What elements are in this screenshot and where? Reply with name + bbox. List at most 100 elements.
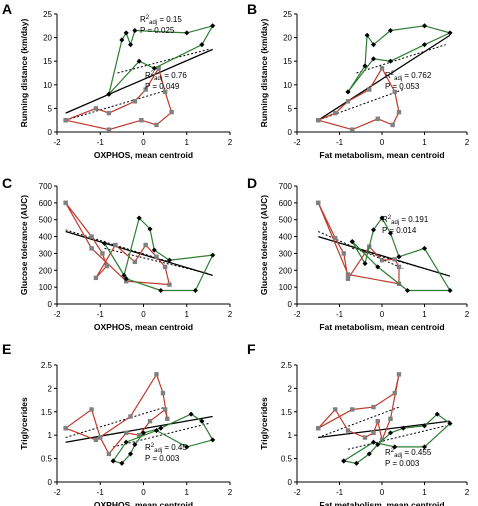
data-point-diamond <box>400 425 406 431</box>
data-point-diamond <box>184 444 190 450</box>
y-tick-label: 100 <box>39 283 53 292</box>
data-point-diamond <box>188 411 194 417</box>
x-axis-label: OXPHOS, mean centroid <box>94 322 193 332</box>
data-point-square <box>154 372 159 377</box>
series-red-line <box>317 374 400 442</box>
data-point-diamond <box>434 411 440 417</box>
y-axis-label: Running distance (km/day) <box>259 19 269 128</box>
y-tick-label: 300 <box>279 249 293 258</box>
y-tick-label: 25 <box>43 10 52 19</box>
y-tick-label: 2.5 <box>281 361 293 370</box>
y-tick-label: 5 <box>288 104 293 113</box>
data-point-diamond <box>375 442 381 448</box>
y-tick-label: 1.5 <box>41 408 53 417</box>
y-axis-label: Running distance (km/day) <box>19 19 29 128</box>
y-tick-label: 0 <box>48 300 53 309</box>
data-point-diamond <box>362 260 368 267</box>
data-point-square <box>388 416 393 422</box>
y-tick-label: 700 <box>279 182 293 191</box>
data-point-square <box>316 200 321 206</box>
x-tick-label: -1 <box>97 310 105 319</box>
p-value-annotation: P = 0.003 <box>145 454 180 463</box>
data-point-diamond <box>132 27 138 34</box>
x-axis-label: Fat metabolism, mean centroid <box>319 500 444 506</box>
x-tick-label: 2 <box>465 310 470 319</box>
r2-annotation: R2adj = 0.76 <box>145 71 187 82</box>
x-tick-label: 0 <box>141 310 146 319</box>
panel-letter: E <box>2 341 11 357</box>
data-point-diamond <box>136 215 142 221</box>
data-point-square <box>392 89 397 95</box>
data-point-square <box>375 418 380 424</box>
data-point-square <box>139 118 144 123</box>
y-tick-label: 200 <box>279 266 293 275</box>
panel-letter: F <box>247 341 256 357</box>
data-point-diamond <box>341 458 347 464</box>
x-tick-label: 1 <box>422 488 427 497</box>
data-point-square <box>93 106 99 111</box>
data-point-square <box>350 127 355 132</box>
data-point-square <box>379 437 385 443</box>
y-tick-label: 10 <box>283 81 292 90</box>
data-point-diamond <box>123 30 129 36</box>
panel-letter: A <box>2 1 12 17</box>
overall-fit-line <box>65 230 213 276</box>
data-point-diamond <box>119 37 125 43</box>
y-tick-label: 0 <box>48 128 53 137</box>
data-point-square <box>333 236 338 241</box>
data-point-diamond <box>387 430 394 436</box>
y-tick-label: 15 <box>43 57 52 66</box>
x-tick-label: -1 <box>97 138 105 147</box>
group-fit-line <box>318 89 404 121</box>
group-fit-line <box>113 423 209 448</box>
data-point-square <box>132 99 138 104</box>
data-point-diamond <box>421 23 428 29</box>
p-value-annotation: P = 0.025 <box>140 26 175 35</box>
x-tick-label: -2 <box>53 310 61 319</box>
data-point-square <box>392 390 397 396</box>
group-fit-line <box>318 231 404 270</box>
data-point-square <box>350 407 355 412</box>
r2-annotation: R2adj = 0.45 <box>145 443 187 454</box>
data-point-square <box>63 425 68 431</box>
y-tick-label: 0.5 <box>281 455 293 464</box>
data-point-diamond <box>110 458 116 464</box>
y-axis-label: Glucose tolerance (AUC) <box>259 195 269 295</box>
data-point-square <box>396 109 402 115</box>
data-point-square <box>143 242 148 248</box>
data-point-square <box>89 234 94 239</box>
data-point-diamond <box>447 287 453 294</box>
x-tick-label: -2 <box>293 138 301 147</box>
data-point-square <box>165 416 170 422</box>
data-point-square <box>100 251 105 256</box>
data-point-diamond <box>392 444 398 450</box>
data-point-square <box>167 282 172 287</box>
data-point-diamond <box>123 439 129 445</box>
data-point-diamond <box>158 287 164 294</box>
data-point-diamond <box>421 444 428 450</box>
y-tick-label: 500 <box>279 216 293 225</box>
x-tick-label: -1 <box>336 488 344 497</box>
y-tick-label: 600 <box>279 199 293 208</box>
data-point-diamond <box>396 254 402 260</box>
data-point-square <box>162 89 168 95</box>
data-point-diamond <box>349 239 355 245</box>
data-point-diamond <box>375 264 381 270</box>
x-axis-label: OXPHOS, mean centroid <box>94 500 193 506</box>
p-value-annotation: P = 0.003 <box>385 459 420 468</box>
data-point-diamond <box>132 442 138 448</box>
data-point-diamond <box>447 420 453 427</box>
y-tick-label: 500 <box>39 216 53 225</box>
data-point-diamond <box>447 30 453 36</box>
y-tick-label: 600 <box>39 199 53 208</box>
x-tick-label: -2 <box>53 488 61 497</box>
data-point-square <box>106 110 112 116</box>
y-tick-label: 15 <box>283 57 292 66</box>
data-point-square <box>154 254 159 259</box>
data-point-diamond <box>140 430 147 436</box>
x-tick-label: 0 <box>380 310 385 319</box>
data-point-square <box>379 66 385 71</box>
data-point-square <box>362 435 368 440</box>
data-point-diamond <box>370 439 377 445</box>
